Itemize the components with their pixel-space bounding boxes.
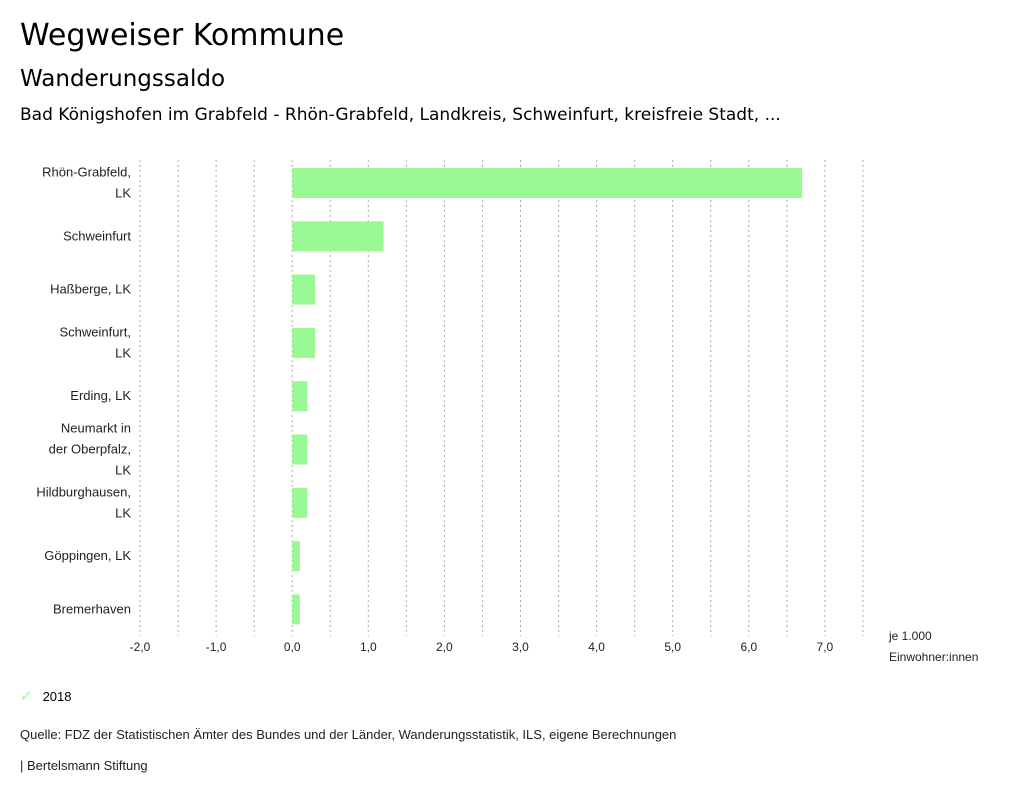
category-label: Bremerhaven xyxy=(53,601,131,616)
category-label: der Oberpfalz, xyxy=(49,442,131,457)
category-label: Erding, LK xyxy=(70,388,131,403)
legend-label: 2018 xyxy=(42,688,72,704)
chart-subtitle: Wanderungssaldo xyxy=(20,66,226,92)
category-label: LK xyxy=(115,186,131,201)
bar xyxy=(292,327,316,358)
bar xyxy=(292,541,300,572)
x-tick-label: 6,0 xyxy=(740,640,757,654)
category-label: Neumarkt in xyxy=(61,421,131,436)
x-axis-label: je 1.000 xyxy=(888,629,932,643)
category-label: Schweinfurt xyxy=(63,228,131,243)
x-tick-label: 3,0 xyxy=(512,640,529,654)
organization-credit: | Bertelsmann Stiftung xyxy=(20,758,148,773)
bar xyxy=(292,434,308,465)
bar xyxy=(292,168,803,198)
bar xyxy=(292,274,316,305)
x-tick-label: -2,0 xyxy=(130,640,151,654)
bar xyxy=(292,221,384,252)
x-tick-label: -1,0 xyxy=(206,640,227,654)
legend-item-2018[interactable]: ✓ 2018 xyxy=(20,687,72,705)
x-tick-label: 0,0 xyxy=(284,640,301,654)
x-tick-label: 1,0 xyxy=(360,640,377,654)
category-label: Rhön-Grabfeld, xyxy=(42,165,131,180)
category-label: LK xyxy=(115,505,131,520)
x-tick-label: 7,0 xyxy=(817,640,834,654)
category-label: Haßberge, LK xyxy=(50,282,131,297)
bar-chart: -2,0 -1,0 0,0 1,0 2,0 3,0 4,0 5,0 6,0 7,0 je 1.000… xyxy=(36,160,978,664)
source-note: Quelle: FDZ der Statistischen Ämter des … xyxy=(20,727,677,742)
x-axis-label: Einwohner:innen xyxy=(889,650,978,664)
check-icon: ✓ xyxy=(20,688,33,705)
category-label: LK xyxy=(115,345,131,360)
x-tick-label: 5,0 xyxy=(664,640,681,654)
category-label: LK xyxy=(115,463,131,478)
bar xyxy=(292,381,308,412)
category-label: Göppingen, LK xyxy=(44,548,131,563)
bar xyxy=(292,594,300,625)
x-tick-label: 2,0 xyxy=(436,640,453,654)
app-title: Wegweiser Kommune xyxy=(20,18,345,53)
x-tick-label: 4,0 xyxy=(588,640,605,654)
region-title: Bad Königshofen im Grabfeld - Rhön-Grabf… xyxy=(20,105,781,125)
category-label: Hildburghausen, xyxy=(36,484,131,499)
bar xyxy=(292,487,308,518)
category-label: Schweinfurt, xyxy=(59,324,131,339)
